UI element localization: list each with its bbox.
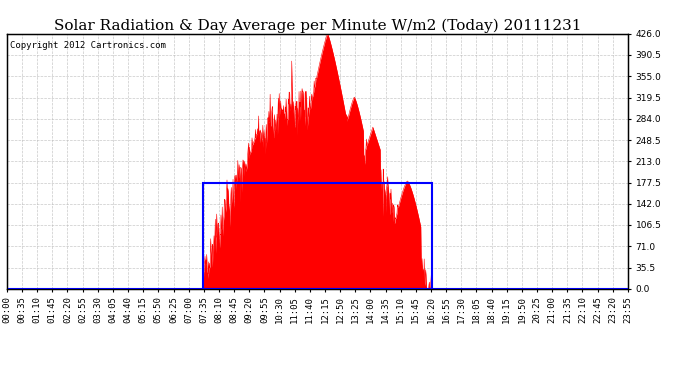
Bar [204, 183, 432, 289]
Title: Solar Radiation & Day Average per Minute W/m2 (Today) 20111231: Solar Radiation & Day Average per Minute… [54, 18, 581, 33]
Text: Copyright 2012 Cartronics.com: Copyright 2012 Cartronics.com [10, 41, 166, 50]
